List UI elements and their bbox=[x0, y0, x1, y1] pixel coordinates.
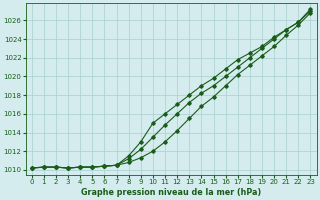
X-axis label: Graphe pression niveau de la mer (hPa): Graphe pression niveau de la mer (hPa) bbox=[81, 188, 261, 197]
